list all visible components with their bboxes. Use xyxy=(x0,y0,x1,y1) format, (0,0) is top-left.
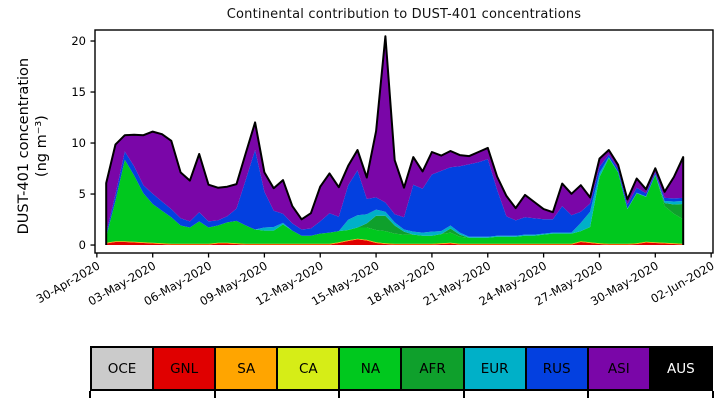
legend-item-aus: AUS xyxy=(648,348,711,389)
legend-label: AUS xyxy=(667,360,695,377)
legend-item-ca: CA xyxy=(276,348,339,389)
legend-label: AFR xyxy=(419,360,446,377)
legend-label: ASI xyxy=(607,360,630,377)
area-layer-na xyxy=(106,158,684,244)
legend-item-afr: AFR xyxy=(400,348,463,389)
legend-label: SA xyxy=(237,360,256,377)
legend-label: NA xyxy=(360,360,381,377)
area-layer-gnl xyxy=(106,239,684,245)
y-tick-label: 5 xyxy=(79,187,86,201)
legend-label: CA xyxy=(298,360,318,377)
legend-axis-tick xyxy=(89,391,91,398)
plot-frame xyxy=(94,29,714,254)
legend-axis-tick xyxy=(462,391,465,398)
area-layer-rus xyxy=(106,150,684,237)
legend-axis-tick xyxy=(712,391,714,398)
legend-item-sa: SA xyxy=(214,348,277,389)
legend-axis-tick xyxy=(587,391,590,398)
y-axis-label: DUST-401 concentration (ng m⁻³) xyxy=(15,51,51,241)
chart-title: Continental contribution to DUST-401 con… xyxy=(226,7,582,22)
legend-label: OCE xyxy=(107,360,137,377)
area-layer-sa xyxy=(106,238,684,245)
legend-item-asi: ASI xyxy=(586,348,649,389)
legend-axis-tick xyxy=(338,391,341,398)
y-tick-label: 15 xyxy=(71,85,86,99)
y-axis-label-line1: DUST-401 concentration xyxy=(15,57,32,235)
x-tick-label: 02-Jun-2020 xyxy=(648,258,716,306)
continent-legend: OCE GNL SA CA NA AFR EUR RUS ASI AUS xyxy=(90,346,713,391)
y-tick-label: 0 xyxy=(79,238,86,252)
total-outline xyxy=(105,35,685,245)
area-layer-asi xyxy=(106,36,684,234)
legend-item-oce: OCE xyxy=(92,348,153,389)
legend-label: RUS xyxy=(542,360,571,377)
legend-item-eur: EUR xyxy=(462,348,525,389)
legend-item-na: NA xyxy=(338,348,401,389)
y-tick-label: 10 xyxy=(71,136,86,150)
y-tick-label: 20 xyxy=(71,34,86,48)
y-axis-label-line2: (ng m⁻³) xyxy=(34,115,50,178)
legend-item-gnl: GNL xyxy=(152,348,215,389)
legend-label: GNL xyxy=(170,360,199,377)
legend-item-rus: RUS xyxy=(524,348,587,389)
legend-label: EUR xyxy=(480,360,509,377)
legend-axis-tick xyxy=(213,391,216,398)
